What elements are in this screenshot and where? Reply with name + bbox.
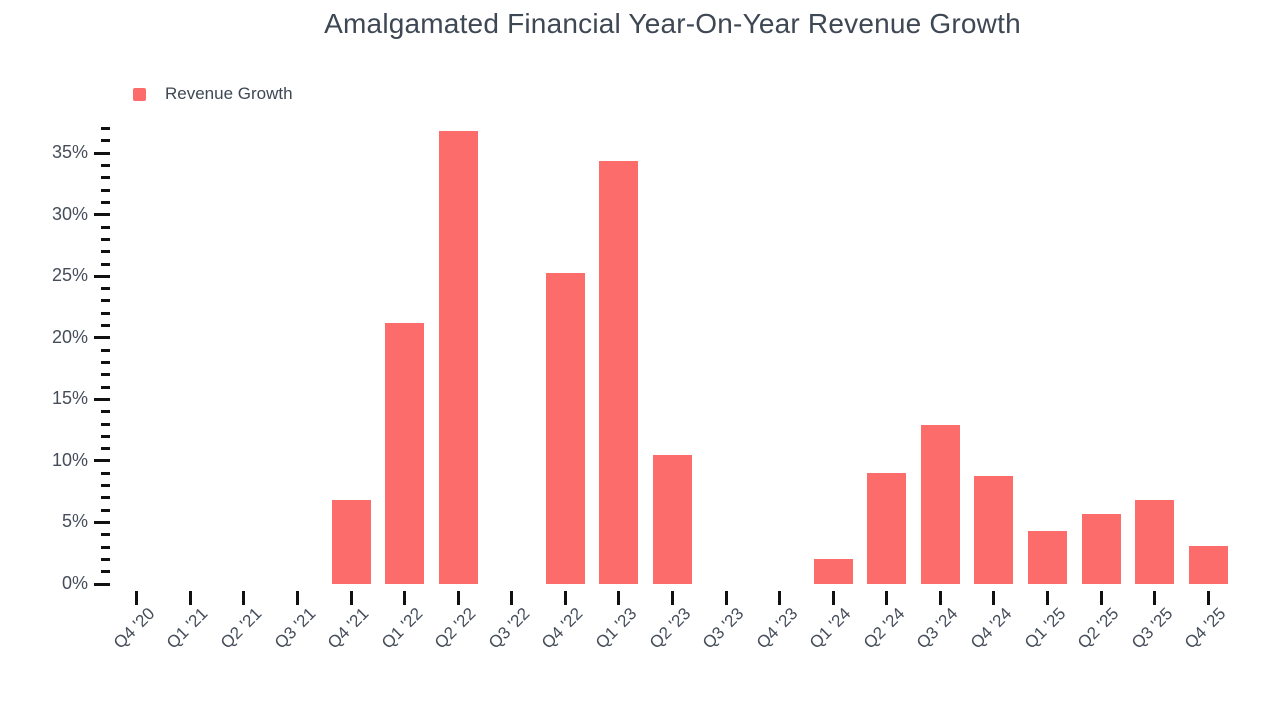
y-tick-label: 0% <box>61 573 88 593</box>
bar[interactable] <box>545 272 585 584</box>
y-axis-minor-tick <box>101 545 110 549</box>
bar[interactable] <box>813 559 853 584</box>
x-axis-tick <box>885 591 889 605</box>
x-tick-label: Q4 '20 <box>109 604 159 653</box>
y-axis-minor-tick <box>101 508 110 512</box>
plot-area <box>110 125 1235 584</box>
x-axis-tick <box>1153 591 1157 605</box>
y-axis-minor-tick <box>101 299 110 303</box>
y-tick-label: 35% <box>51 142 88 163</box>
y-axis-minor-tick <box>101 410 110 414</box>
x-axis-tick <box>1206 591 1210 605</box>
y-axis-minor-tick <box>101 225 110 229</box>
y-axis-minor-tick <box>101 434 110 438</box>
bar[interactable] <box>1028 531 1067 584</box>
bar[interactable] <box>653 454 692 584</box>
y-axis-minor-tick <box>101 127 110 131</box>
x-axis-tick <box>992 591 996 605</box>
y-axis-minor-tick <box>101 287 110 291</box>
y-axis-major-tick <box>94 582 110 586</box>
y-axis-minor-tick <box>101 533 110 537</box>
bar[interactable] <box>599 160 639 584</box>
y-axis-minor-tick <box>101 496 110 500</box>
y-axis-minor-tick <box>101 484 110 488</box>
x-axis-tick <box>135 591 139 605</box>
y-axis-minor-tick <box>101 262 110 266</box>
y-axis-minor-tick <box>101 373 110 377</box>
y-tick-label: 5% <box>61 511 88 532</box>
bar[interactable] <box>385 323 425 584</box>
y-tick-label: 10% <box>51 449 88 470</box>
x-axis-tick <box>778 591 782 605</box>
legend-label: Revenue Growth <box>165 84 293 103</box>
x-axis-tick <box>403 591 407 605</box>
y-axis-major-tick <box>94 151 110 155</box>
legend-item-revenue-growth[interactable]: Revenue Growth <box>133 84 293 104</box>
bar[interactable] <box>1081 513 1121 584</box>
y-axis-minor-tick <box>101 385 110 389</box>
chart-title: Amalgamated Financial Year-On-Year Reven… <box>324 8 1021 39</box>
bar[interactable] <box>438 131 478 584</box>
y-axis-major-tick <box>94 213 110 217</box>
y-axis-minor-tick <box>101 348 110 352</box>
y-tick-label: 20% <box>51 326 88 347</box>
x-axis-tick <box>188 591 192 605</box>
x-axis-tick <box>510 591 514 605</box>
y-axis-minor-tick <box>101 324 110 328</box>
y-axis-minor-tick <box>101 250 110 254</box>
y-axis-minor-tick <box>101 139 110 143</box>
bar[interactable] <box>1188 545 1228 584</box>
y-axis-minor-tick <box>101 201 110 205</box>
bar[interactable] <box>974 475 1014 584</box>
x-axis-tick <box>563 591 567 605</box>
x-axis-tick <box>296 591 299 605</box>
y-tick-label: 30% <box>51 203 88 224</box>
x-axis-tick <box>242 591 246 605</box>
x-axis-tick <box>831 591 835 605</box>
legend-swatch <box>133 87 146 101</box>
y-axis-major-tick <box>94 459 110 463</box>
y-axis-minor-tick <box>101 471 110 475</box>
x-axis-tick <box>1046 591 1049 605</box>
y-axis-major-tick <box>94 397 110 401</box>
bar[interactable] <box>867 473 907 584</box>
y-axis-major-tick <box>94 274 110 278</box>
y-axis-minor-tick <box>101 447 110 451</box>
bar[interactable] <box>920 425 960 584</box>
y-axis-minor-tick <box>101 557 110 561</box>
x-axis-tick <box>724 591 728 605</box>
y-axis-minor-tick <box>101 237 110 241</box>
y-axis-minor-tick <box>101 176 110 180</box>
y-tick-label: 25% <box>51 265 88 286</box>
y-axis-minor-tick <box>101 311 110 315</box>
x-axis-tick <box>349 591 353 605</box>
y-axis-major-tick <box>94 520 110 524</box>
y-tick-label: 15% <box>51 388 88 409</box>
y-axis-minor-tick <box>101 360 110 364</box>
x-axis-tick <box>617 591 621 605</box>
x-axis-tick <box>456 591 460 605</box>
y-axis-minor-tick <box>101 164 110 168</box>
y-axis-minor-tick <box>101 570 110 574</box>
bar[interactable] <box>1135 500 1175 584</box>
y-axis-major-tick <box>94 336 110 340</box>
x-axis-tick <box>938 591 942 605</box>
y-axis-minor-tick <box>101 188 110 192</box>
x-axis-tick <box>1099 591 1103 605</box>
x-axis-tick <box>671 591 674 605</box>
bar[interactable] <box>331 500 371 584</box>
y-axis-minor-tick <box>101 422 110 426</box>
